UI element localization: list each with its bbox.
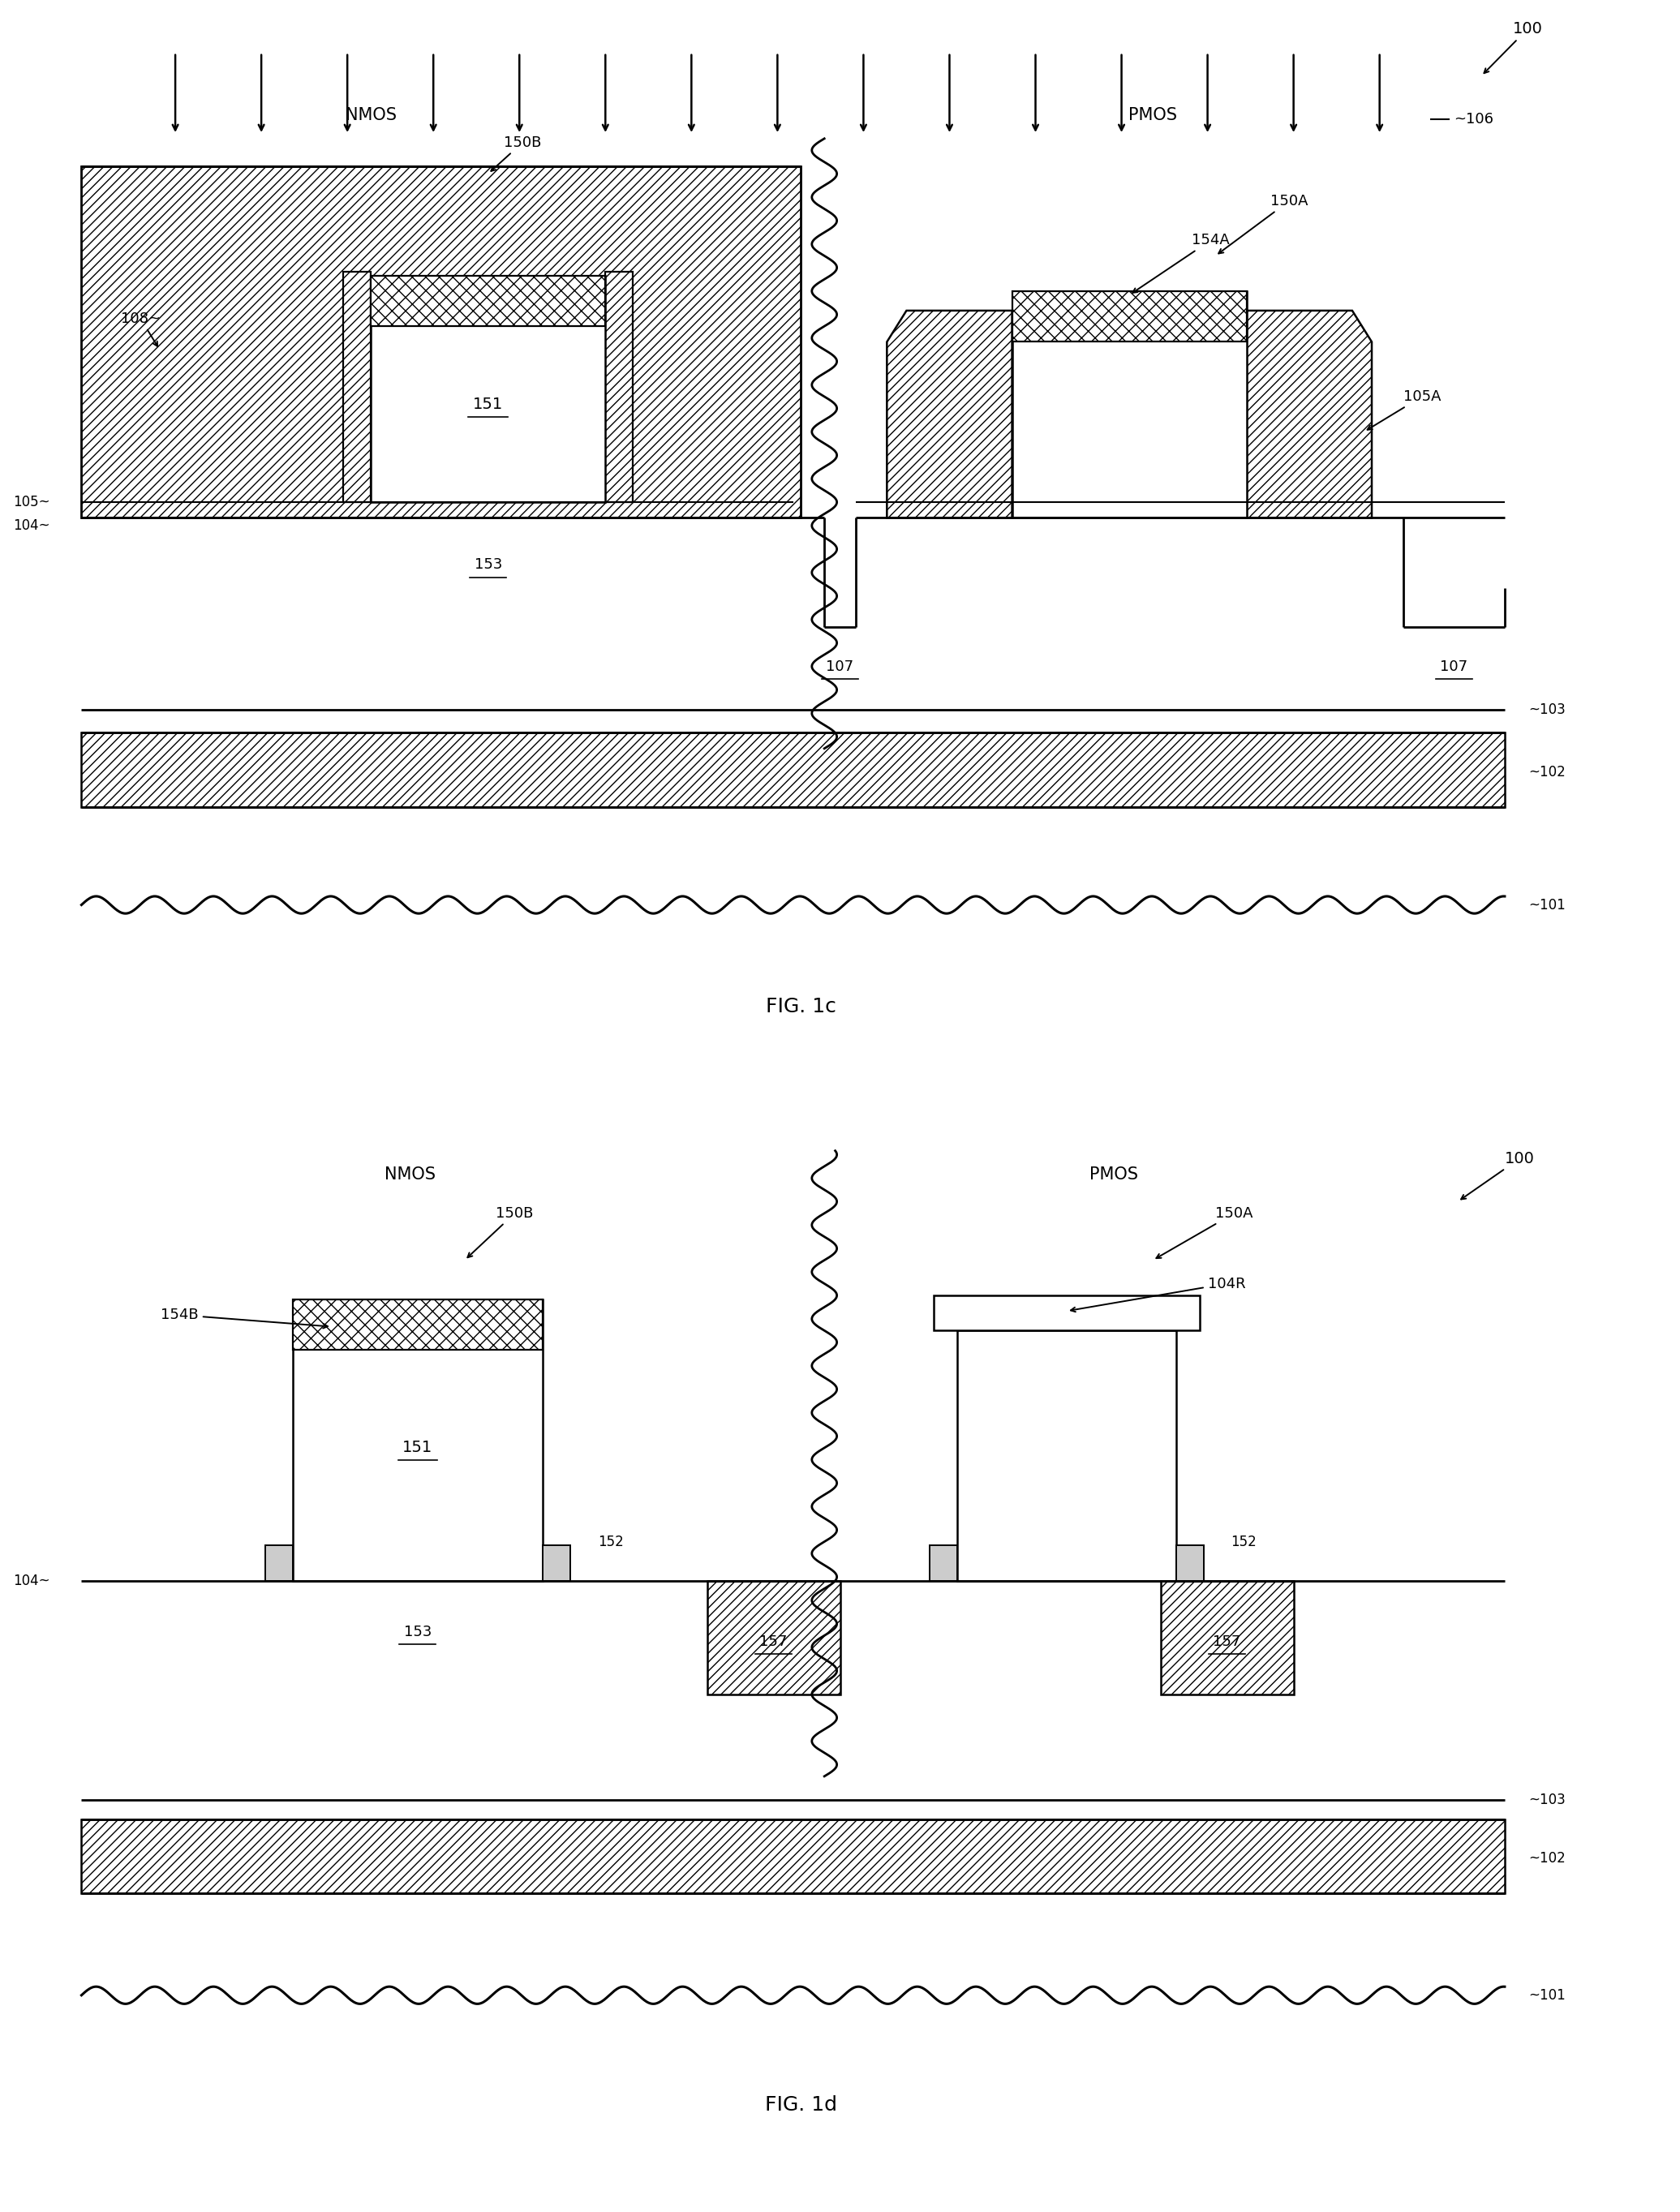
Text: 107: 107 (827, 659, 853, 675)
Text: 152: 152 (1231, 1535, 1257, 1548)
Text: 153: 153 (474, 557, 502, 573)
Bar (81, 732, 1505, 807)
Bar (1161, 1582, 1294, 1694)
Text: 104~: 104~ (13, 518, 50, 533)
Bar (934, 1296, 1200, 1332)
Text: FIG. 1c: FIG. 1c (766, 998, 837, 1015)
Bar (707, 1582, 840, 1694)
Text: 151: 151 (474, 396, 504, 411)
Text: ~103: ~103 (1529, 701, 1566, 717)
Bar (931, 1546, 958, 1582)
Text: ~101: ~101 (1529, 1989, 1566, 2002)
Bar (371, 276, 605, 325)
Text: ~101: ~101 (1529, 898, 1566, 911)
Bar (292, 1298, 543, 1349)
Text: 100: 100 (1483, 22, 1542, 73)
Text: 154B: 154B (161, 1307, 328, 1327)
Text: FIG. 1d: FIG. 1d (764, 2095, 837, 2115)
Bar (1011, 292, 1247, 343)
Bar (1176, 1546, 1203, 1582)
Bar (371, 276, 605, 502)
Text: 150A: 150A (1218, 195, 1307, 254)
Text: 108~: 108~ (121, 312, 160, 347)
Text: 150A: 150A (1156, 1206, 1253, 1259)
Text: 153: 153 (403, 1624, 432, 1639)
Text: NMOS: NMOS (385, 1166, 435, 1181)
Text: 154A: 154A (1132, 232, 1230, 292)
Polygon shape (887, 310, 1011, 518)
Bar (81, 1818, 1505, 1893)
Text: 105~: 105~ (13, 495, 50, 509)
Bar (343, 272, 371, 502)
Polygon shape (1247, 310, 1373, 518)
Text: 100: 100 (1462, 1150, 1534, 1199)
Bar (1011, 292, 1247, 518)
Text: 105A: 105A (1368, 389, 1441, 429)
Bar (81, 166, 801, 518)
Text: 104~: 104~ (13, 1573, 50, 1588)
Text: 151: 151 (403, 1440, 433, 1455)
Text: ~103: ~103 (1529, 1792, 1566, 1807)
Bar (292, 1298, 543, 1582)
Text: 150B: 150B (467, 1206, 534, 1256)
Text: ~106: ~106 (1453, 113, 1494, 126)
Text: 107: 107 (1440, 659, 1468, 675)
Bar (605, 272, 633, 502)
Text: 150B: 150B (491, 135, 541, 170)
Bar (958, 1332, 1176, 1582)
Bar (265, 1546, 292, 1582)
Text: 157: 157 (1213, 1635, 1242, 1648)
Text: PMOS: PMOS (1129, 106, 1178, 124)
Text: NMOS: NMOS (346, 106, 396, 124)
Text: ~102: ~102 (1529, 1851, 1566, 1865)
Text: 157: 157 (759, 1635, 788, 1648)
Text: ~102: ~102 (1529, 765, 1566, 779)
Bar (543, 1546, 570, 1582)
Text: 152: 152 (598, 1535, 623, 1548)
Text: PMOS: PMOS (1089, 1166, 1137, 1181)
Text: 104R: 104R (1070, 1276, 1245, 1312)
